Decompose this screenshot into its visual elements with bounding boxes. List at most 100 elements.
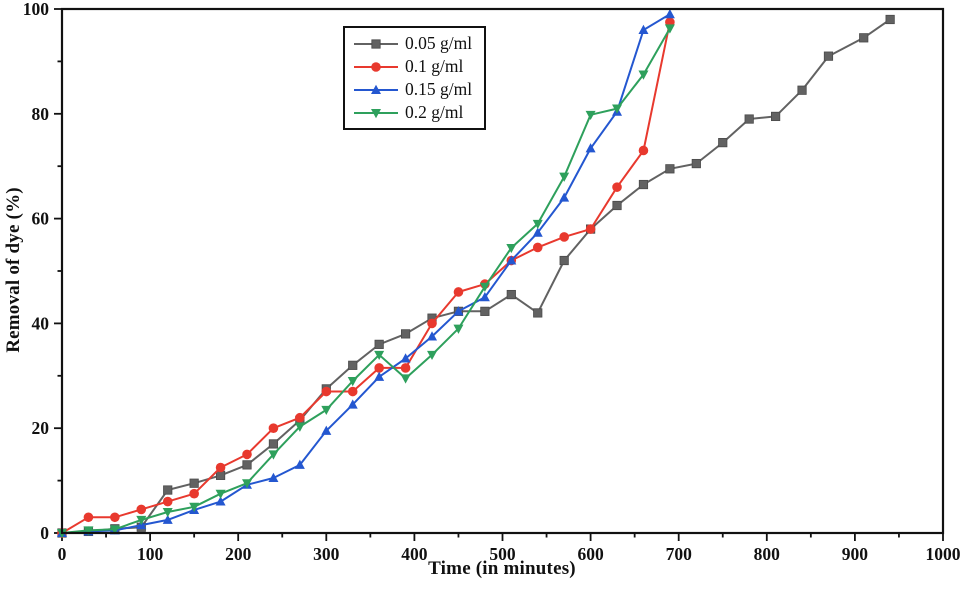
data-point bbox=[242, 479, 253, 489]
legend-circle-marker-icon bbox=[353, 59, 399, 75]
data-point bbox=[479, 282, 490, 292]
data-point bbox=[189, 488, 199, 499]
y-tick-label: 40 bbox=[32, 313, 50, 333]
data-point bbox=[585, 143, 596, 153]
data-point bbox=[612, 104, 623, 114]
data-point bbox=[189, 478, 199, 488]
data-point bbox=[109, 525, 120, 535]
x-tick-label: 600 bbox=[577, 544, 604, 564]
data-point bbox=[885, 14, 895, 25]
legend-item-label: 0.2 g/ml bbox=[405, 102, 464, 122]
data-point bbox=[691, 158, 701, 169]
legend-item-label: 0.05 g/ml bbox=[405, 33, 473, 53]
data-point bbox=[400, 329, 411, 339]
data-point bbox=[268, 439, 279, 449]
data-point bbox=[215, 470, 226, 480]
data-point bbox=[294, 422, 305, 432]
y-tick-label: 100 bbox=[23, 0, 50, 19]
x-tick-label: 800 bbox=[754, 544, 781, 564]
y-tick-label: 0 bbox=[40, 523, 49, 543]
data-point bbox=[162, 496, 173, 507]
data-point bbox=[453, 306, 464, 316]
x-tick-label: 1000 bbox=[926, 544, 960, 564]
data-point bbox=[479, 292, 490, 302]
legend-square-marker-icon bbox=[353, 36, 399, 52]
data-point bbox=[744, 114, 754, 124]
data-point bbox=[585, 110, 596, 121]
data-point bbox=[347, 399, 358, 409]
series-line bbox=[61, 13, 671, 534]
data-point bbox=[533, 308, 543, 318]
legend: 0.05 g/ml 0.1 g/ml 0.15 g/ml 0.2 g/ml bbox=[343, 26, 487, 130]
data-point bbox=[162, 508, 173, 518]
x-tick-label: 500 bbox=[489, 544, 516, 564]
data-point bbox=[268, 450, 279, 460]
data-point bbox=[559, 255, 569, 266]
y-tick-label: 80 bbox=[32, 104, 50, 124]
y-axis-title: Removal of dye (%) bbox=[3, 187, 24, 353]
data-point bbox=[295, 412, 305, 423]
data-point bbox=[189, 502, 200, 512]
data-point bbox=[506, 243, 517, 254]
y-tick-label: 20 bbox=[32, 418, 50, 438]
data-point bbox=[374, 371, 385, 381]
data-point bbox=[268, 423, 279, 434]
data-point bbox=[321, 405, 332, 416]
data-point bbox=[771, 111, 781, 122]
data-point bbox=[374, 363, 384, 373]
data-point bbox=[321, 386, 332, 397]
data-point bbox=[400, 363, 411, 373]
data-point bbox=[83, 526, 94, 536]
data-point bbox=[612, 200, 622, 211]
legend-triangle-up-marker-icon bbox=[353, 82, 399, 98]
data-point bbox=[242, 449, 252, 460]
data-point bbox=[347, 386, 358, 397]
data-point bbox=[136, 515, 147, 526]
data-point bbox=[506, 255, 517, 265]
legend-item-label: 0.1 g/ml bbox=[405, 56, 464, 76]
data-point bbox=[859, 33, 869, 43]
x-tick-label: 400 bbox=[401, 544, 428, 564]
data-point bbox=[347, 377, 358, 387]
legend-item: 0.2 g/ml bbox=[353, 101, 472, 124]
data-point bbox=[664, 24, 675, 34]
data-point bbox=[348, 360, 358, 370]
data-point bbox=[400, 374, 411, 384]
data-point bbox=[638, 24, 649, 34]
x-tick-label: 200 bbox=[225, 544, 252, 564]
legend-triangle-down-marker-icon bbox=[353, 105, 399, 121]
data-point bbox=[453, 287, 464, 297]
data-point bbox=[665, 164, 675, 174]
data-point bbox=[797, 85, 807, 95]
data-point bbox=[374, 350, 385, 361]
data-point bbox=[532, 242, 543, 253]
data-point bbox=[638, 179, 649, 190]
x-tick-label: 100 bbox=[137, 544, 164, 564]
series-0.15-g-ml bbox=[57, 9, 675, 537]
legend-item: 0.1 g/ml bbox=[353, 55, 472, 78]
data-point bbox=[585, 224, 596, 234]
data-point bbox=[83, 512, 94, 523]
data-point bbox=[215, 496, 226, 506]
data-point bbox=[215, 462, 226, 473]
data-point bbox=[427, 318, 437, 329]
data-point bbox=[559, 172, 570, 182]
x-axis-title: Time (in minutes) bbox=[428, 558, 576, 579]
data-point bbox=[294, 459, 305, 469]
data-point bbox=[427, 350, 438, 361]
series-line bbox=[61, 27, 671, 534]
series-0.2-g-ml bbox=[57, 24, 675, 539]
data-point bbox=[136, 504, 147, 515]
data-point bbox=[823, 51, 834, 61]
data-point bbox=[532, 227, 543, 237]
x-tick-label: 300 bbox=[313, 544, 340, 564]
data-point bbox=[718, 138, 728, 148]
data-point bbox=[638, 145, 649, 156]
data-point bbox=[268, 472, 279, 482]
data-point bbox=[374, 339, 384, 349]
legend-item-label: 0.15 g/ml bbox=[405, 79, 473, 99]
data-point bbox=[638, 70, 649, 80]
legend-item: 0.05 g/ml bbox=[353, 32, 472, 55]
